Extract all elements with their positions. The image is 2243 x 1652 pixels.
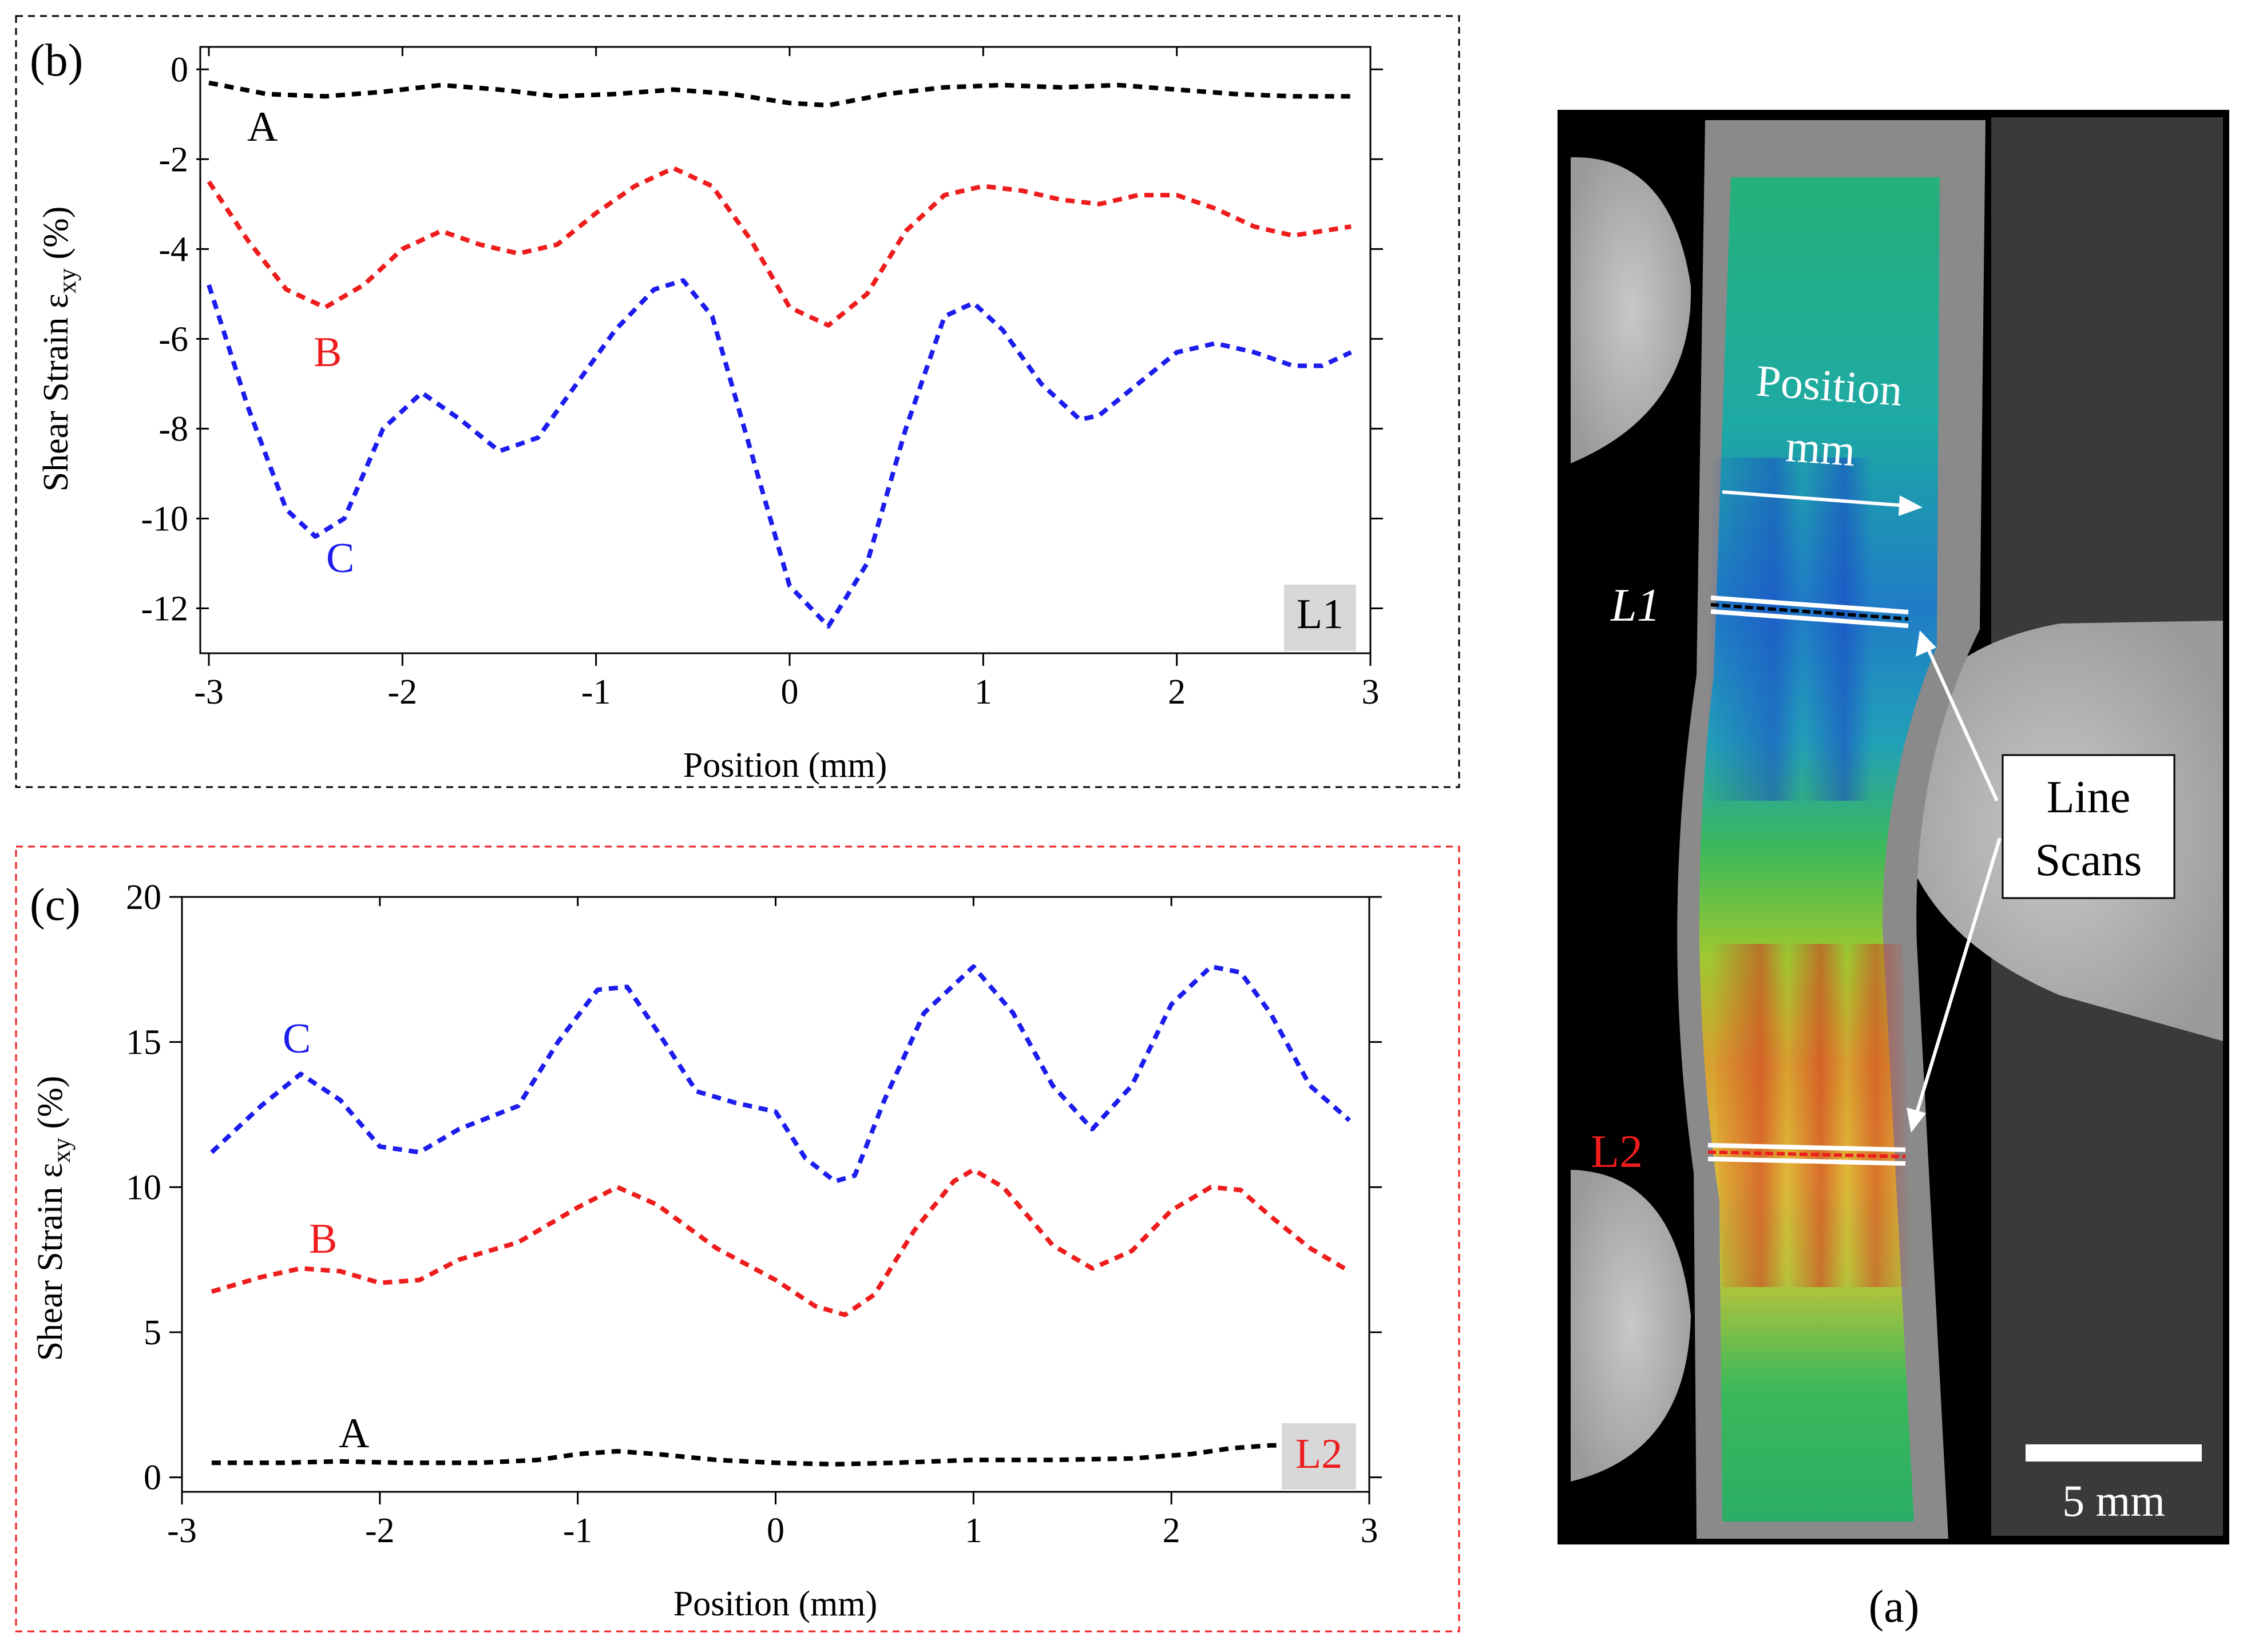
scale-bar-label: 5 mm [2062,1476,2165,1526]
l1-line-black-dashed [1710,603,1909,621]
panel-b-tag-box [1284,585,1356,651]
panel-b-tag: L1 [1297,591,1344,638]
panel-b-series [207,80,1352,629]
panel-c-frame [15,845,1460,1633]
callout-arrow-to-l2 [1915,837,2002,1113]
panel-b-x-tick-label: 1 [974,673,992,712]
panel-b-label-A: A [247,104,278,150]
panel-b-y-tick-label: -6 [158,320,188,359]
panel-b-y-tick-label: -8 [158,410,188,448]
callout-arrow-to-l1 [1927,648,1999,802]
panel-c-series-C [210,964,1352,1184]
panel-c-x-tick-label: -3 [167,1511,197,1550]
panel-b-x-tick-label: 0 [781,673,799,712]
lower-left-grip [1571,1170,1691,1482]
panel-b-series-B [207,166,1352,328]
strain-map-red-bands [1711,944,1911,1287]
panel-b-y-ticks: 0 -2 -4 -6 -8 -10 -12 [141,50,1383,628]
panel-b-plot-area [199,46,1372,654]
panel-b-label: (b) [30,35,83,86]
position-arrow-head [1899,495,1923,516]
scale-bar [2026,1444,2202,1462]
panel-a-photo: Position mm L1 L2 Line Scans 5 mm [1558,110,2229,1544]
strain-map-blue-bands [1705,458,1937,801]
line-scans-callout-box [2002,754,2175,899]
panel-c-tag: L2 [1295,1431,1342,1478]
panel-b-x-tick-label: 2 [1168,673,1186,712]
panel-c-y-tick-label: 10 [126,1168,161,1207]
l2-line-red-dashed [1707,1150,1906,1158]
panel-c-plot-area [181,896,1370,1493]
panel-b-label-C: C [326,535,354,582]
l2-line-white-top [1707,1143,1906,1152]
panel-b-y-tick-label: -12 [141,589,188,628]
line-scans-callout-line2: Scans [2035,835,2142,885]
panel-c-label-A: A [339,1410,369,1457]
panel-c-y-ticks: 0 5 10 15 20 [126,878,1382,1498]
panel-b: (b) Shear Strain εxy (%) -3 -2 -1 0 1 2 3 0-2-… [15,15,1460,788]
photo-l2-label: L2 [1591,1125,1643,1177]
panel-c-y-tick-label: 20 [126,878,161,917]
panel-b-x-ticks: -3 -2 -1 0 1 2 3 [194,47,1380,712]
panel-c-x-tick-label: 1 [965,1511,982,1550]
panel-c-x-tick-label: 2 [1163,1511,1180,1550]
panel-b-x-tick-label: 3 [1362,673,1380,712]
position-arrow-line [1722,490,1906,507]
l1-line-white-bottom [1710,609,1909,628]
photo-position-label: Position [1754,355,1904,415]
panel-b-frame [15,15,1460,788]
panel-b-x-tick-label: -2 [388,673,418,712]
upper-left-grip [1571,157,1691,463]
callout-arrow-head-l2 [1907,1107,1926,1133]
panel-c-x-ticks: -3 -2 -1 0 1 2 3 [167,897,1378,1550]
panel-b-y-axis-label: Shear Strain εxy (%) [37,206,81,492]
panel-c-y-tick-label: 0 [144,1459,161,1498]
panel-b-y-tick-label: -10 [141,499,188,538]
panel-b-series-A [208,80,1352,108]
panel-c-tag-box [1282,1423,1356,1490]
panel-a-label: (a) [1869,1582,1920,1632]
panel-c-x-tick-label: -1 [563,1511,593,1550]
panel-b-y-tick-label: -4 [158,230,188,269]
callout-arrow-head-l1 [1916,630,1936,657]
panel-c-series [210,964,1352,1467]
line-scans-callout-line1: Line [2047,772,2131,823]
photo-l1-label: L1 [1610,579,1661,631]
panel-b-y-tick-label: 0 [171,50,188,89]
panel-c-x-axis-label: Position (mm) [673,1585,878,1623]
photo-position-unit: mm [1784,421,1857,475]
panel-c-label: (c) [30,880,81,930]
panel-c-label-C: C [283,1015,311,1062]
panel-c-x-tick-label: 3 [1361,1511,1378,1550]
panel-c-x-tick-label: -2 [365,1511,395,1550]
panel-b-x-axis-label: Position (mm) [683,746,887,785]
l1-line-white-top [1710,595,1909,614]
panel-c-x-tick-label: 0 [767,1511,784,1550]
l2-line-white-bottom [1707,1157,1906,1166]
panel-b-label-B: B [314,329,342,376]
panel-c: (c) Shear Strain εxy (%) -3 -2 -1 0 1 2 3 0 5 10… [15,845,1460,1633]
panel-b-x-tick-label: -3 [194,673,224,712]
panel-c-y-tick-label: 5 [144,1313,161,1352]
panel-b-series-C [207,278,1352,629]
panel-c-y-tick-label: 15 [126,1023,161,1062]
panel-c-series-B [211,1167,1351,1317]
panel-b-x-tick-label: -1 [581,673,611,712]
panel-c-series-A [211,1443,1310,1467]
panel-c-y-axis-label: Shear Strain εxy (%) [31,1076,76,1361]
panel-c-label-B: B [309,1216,337,1262]
panel-b-y-tick-label: -2 [158,140,188,179]
